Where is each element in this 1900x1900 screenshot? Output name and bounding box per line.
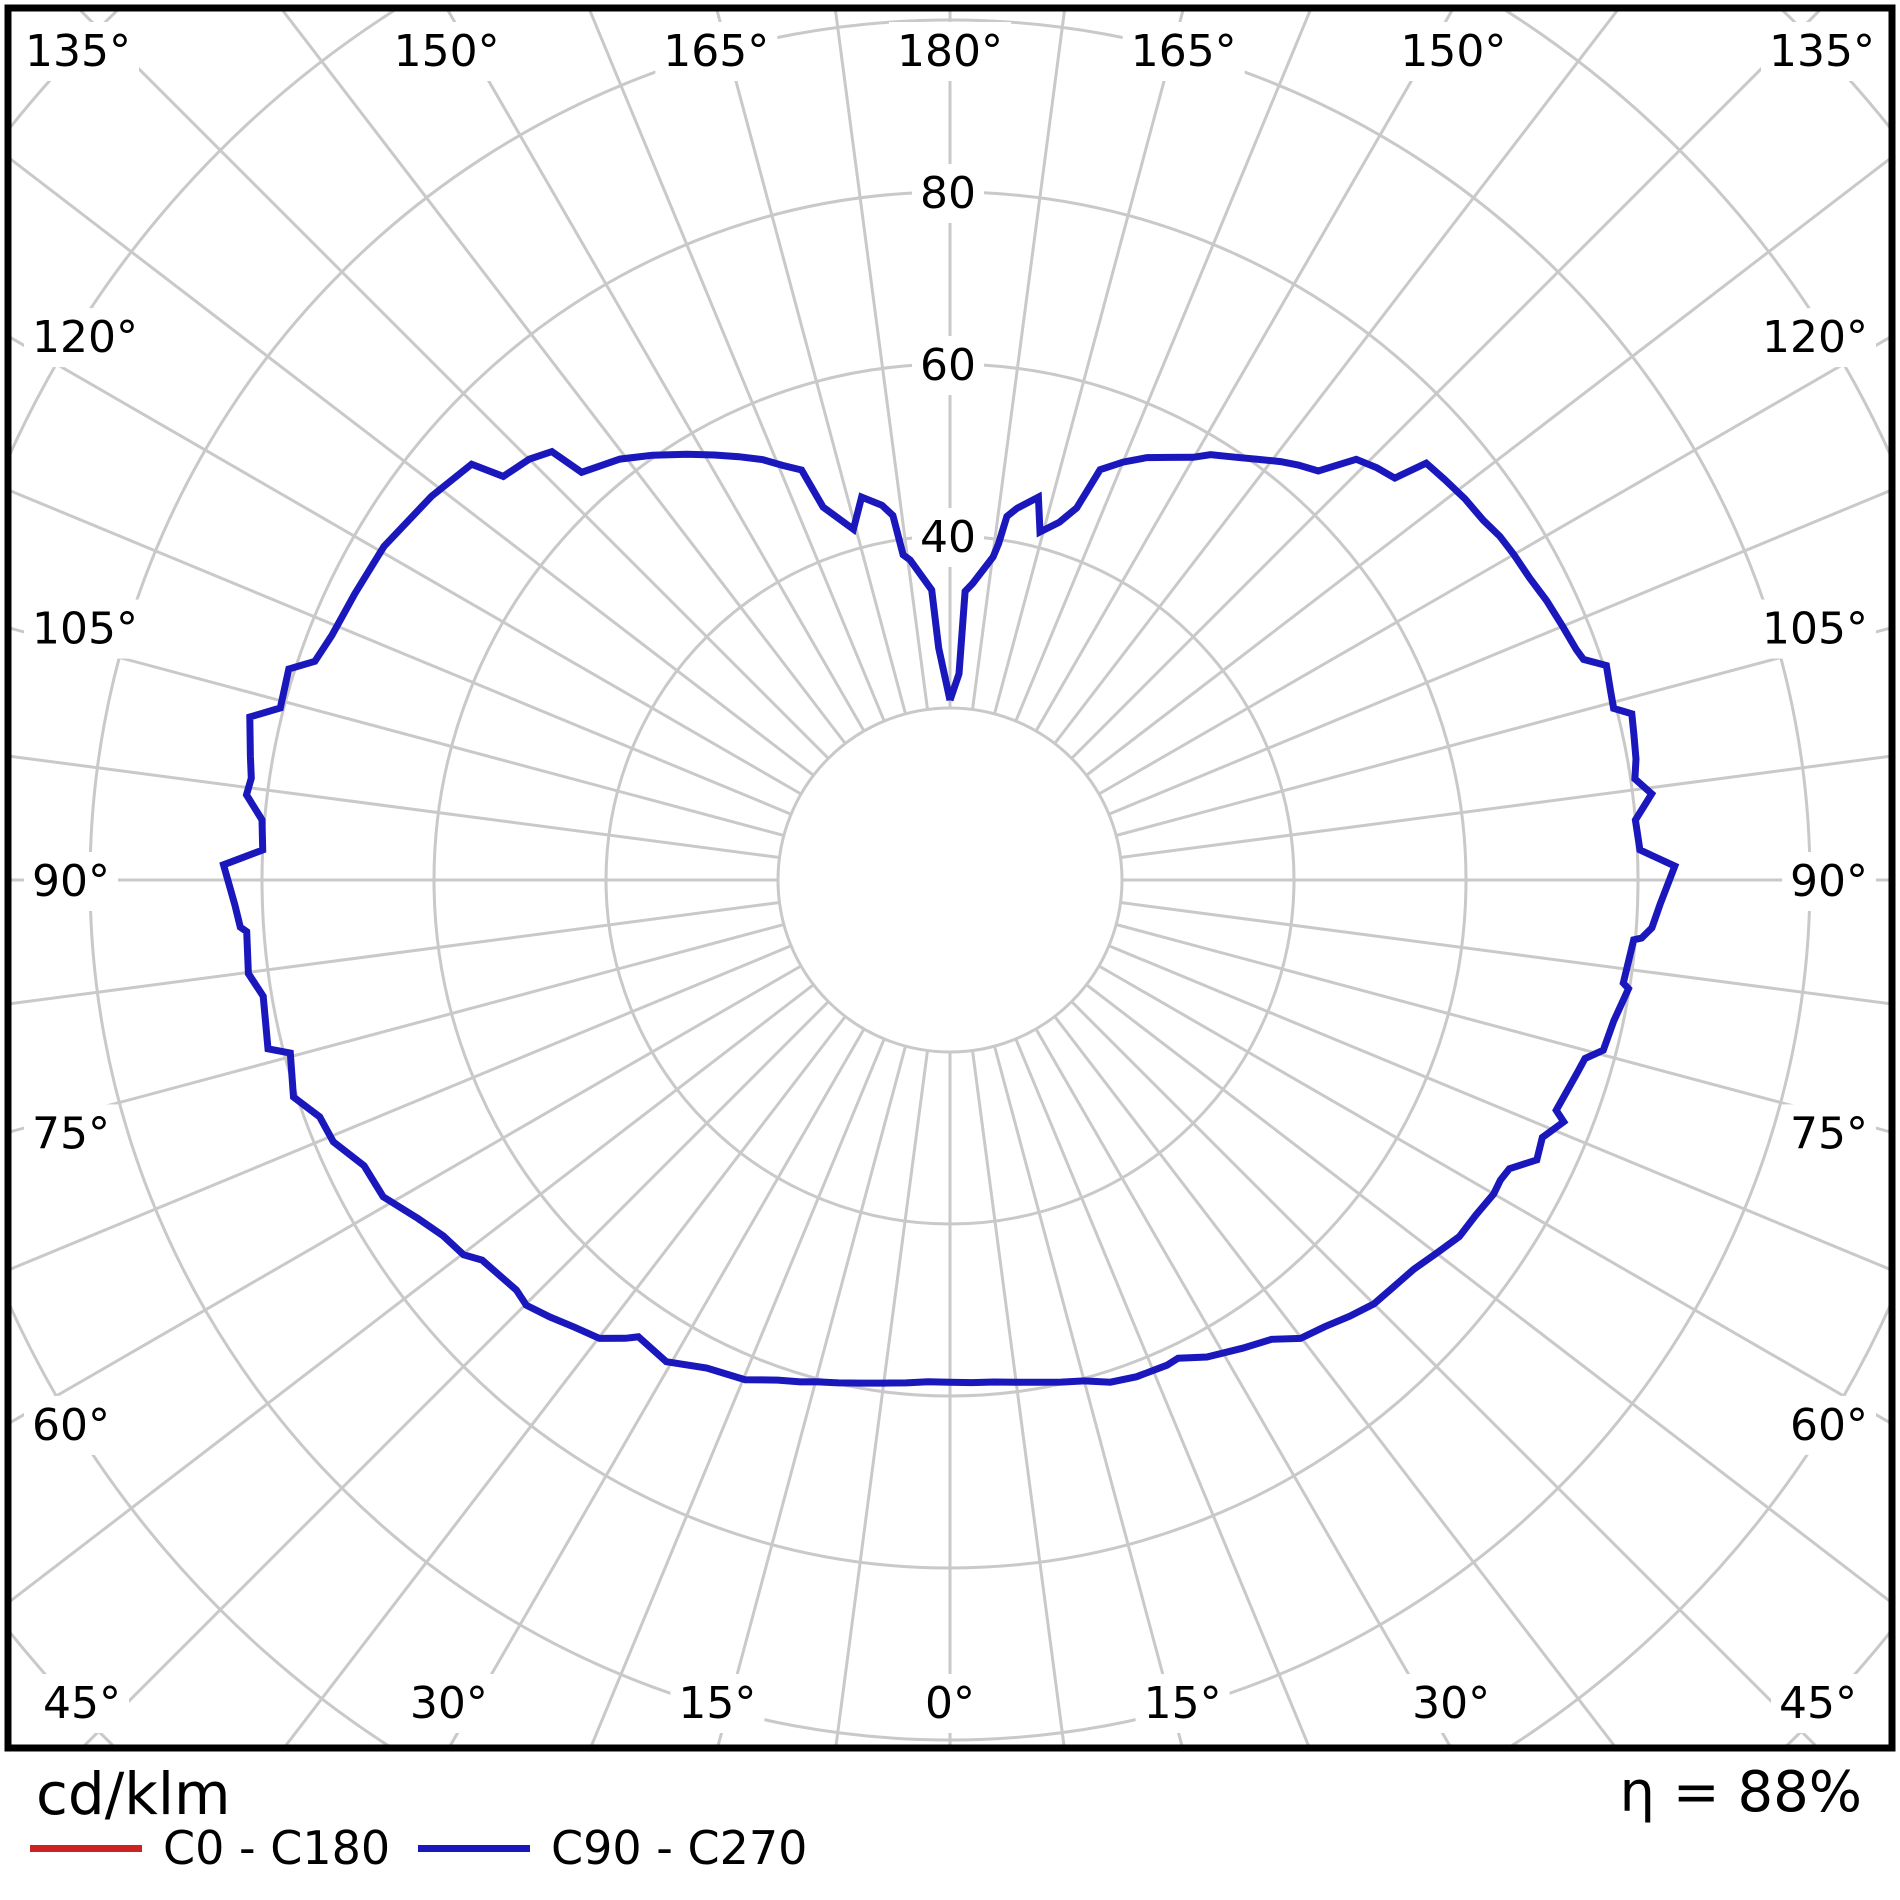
grid-radial-line	[8, 944, 792, 1272]
legend-line-c90-c270	[418, 1845, 530, 1852]
grid-radial-line	[79, 1000, 830, 1748]
grid-radial-line	[588, 1038, 886, 1748]
grid-radial-line	[1120, 754, 1892, 859]
grid-radial-line	[1085, 983, 1892, 1605]
grid-radial-line	[8, 901, 780, 1006]
grid-radial-line	[1034, 8, 1456, 732]
angle-label-15-left: 15°	[678, 1678, 756, 1729]
grid-radial-line	[714, 8, 907, 715]
angle-label-30-right: 30°	[1412, 1678, 1490, 1729]
grid-radial-line	[833, 8, 929, 710]
grid-radial-line	[1108, 944, 1892, 1272]
grid-radial-line	[8, 983, 815, 1605]
grid-radial-line	[1115, 923, 1892, 1134]
grid-radial-line	[444, 8, 866, 732]
angle-label-75-left: 75°	[32, 1108, 110, 1159]
grid-radial-line	[971, 1050, 1066, 1748]
grid-radial-line	[1120, 901, 1892, 1006]
grid-radial-line	[8, 626, 785, 837]
angle-label-15-right: 15°	[1144, 1678, 1222, 1729]
grid-ring-20	[776, 706, 1124, 1054]
angle-label-165-right: 165°	[1131, 26, 1237, 77]
angle-label-105-left: 105°	[32, 604, 138, 655]
grid-radial-line	[1085, 155, 1892, 777]
angle-label-150-left: 150°	[394, 26, 500, 77]
grid-radial-line	[8, 754, 780, 859]
grid-radial-line	[971, 8, 1067, 710]
efficiency-label: η = 88%	[1619, 1760, 1862, 1825]
grid-radial-line	[447, 1028, 866, 1748]
grid-radial-line	[1070, 1000, 1821, 1748]
grid-radial-line	[8, 488, 792, 816]
grid-radial-line	[1053, 8, 1622, 745]
grid-radial-line	[1053, 1015, 1618, 1748]
grid-radial-line	[1014, 1038, 1312, 1748]
grid-radial-line	[1014, 8, 1313, 722]
grid-radial-line	[993, 8, 1186, 715]
grid-radial-line	[8, 155, 815, 777]
legend-label-c90-c270: C90 - C270	[551, 1821, 808, 1875]
grid-radial-line	[993, 1045, 1185, 1748]
grid-radial-line	[587, 8, 886, 722]
angle-label-180: 180°	[897, 26, 1003, 77]
grid-radial-line	[715, 1045, 907, 1748]
axis-labels: 180° 165° 165° 150° 150° 135° 135° 120° 120° 105°…	[17, 22, 1883, 1733]
grid-radial-line	[278, 8, 847, 745]
grid-radial-line	[8, 923, 785, 1134]
angle-label-90-left: 90°	[32, 856, 110, 907]
plot-border	[4, 4, 1896, 1752]
angle-label-75-right: 75°	[1790, 1108, 1868, 1159]
grid-radial-line	[1108, 488, 1892, 816]
grid-radial-line	[1098, 964, 1892, 1426]
angle-label-135-left: 135°	[25, 26, 131, 77]
angle-label-165-left: 165°	[663, 26, 769, 77]
angle-label-45-right: 45°	[1779, 1678, 1857, 1729]
ring-label-60: 60	[920, 340, 976, 391]
legend-line-c0-c180	[30, 1845, 142, 1852]
grid-radial-line	[1070, 8, 1825, 760]
angle-label-105-right: 105°	[1762, 604, 1868, 655]
grid-radial-line	[1034, 1028, 1453, 1748]
angle-label-120-right: 120°	[1762, 312, 1868, 363]
angle-label-150-right: 150°	[1400, 26, 1506, 77]
grid-radial-line	[1098, 334, 1892, 796]
angle-label-90-right: 90°	[1790, 856, 1868, 907]
legend-label-c0-c180: C0 - C180	[163, 1821, 391, 1875]
grid-radial-line	[834, 1050, 929, 1748]
legend: C0 - C180 C90 - C270	[0, 1820, 1900, 1876]
grid-radial-line	[8, 334, 802, 796]
angle-label-60-left: 60°	[32, 1400, 110, 1451]
angle-label-45-left: 45°	[43, 1678, 121, 1729]
angle-label-30-left: 30°	[410, 1678, 488, 1729]
grid-radial-line	[1115, 626, 1892, 837]
angle-label-120-left: 120°	[32, 312, 138, 363]
grid-radial-line	[75, 8, 830, 760]
grid-radial-line	[8, 964, 802, 1426]
ring-label-80: 80	[920, 168, 976, 219]
angle-label-60-right: 60°	[1790, 1400, 1868, 1451]
ring-label-40: 40	[920, 512, 976, 563]
angle-label-135-right: 135°	[1769, 26, 1875, 77]
angle-label-0: 0°	[925, 1678, 975, 1729]
units-label: cd/klm	[36, 1760, 231, 1828]
grid-radial-line	[282, 1015, 847, 1748]
intensity-curve-c90-c270	[219, 447, 1680, 1387]
